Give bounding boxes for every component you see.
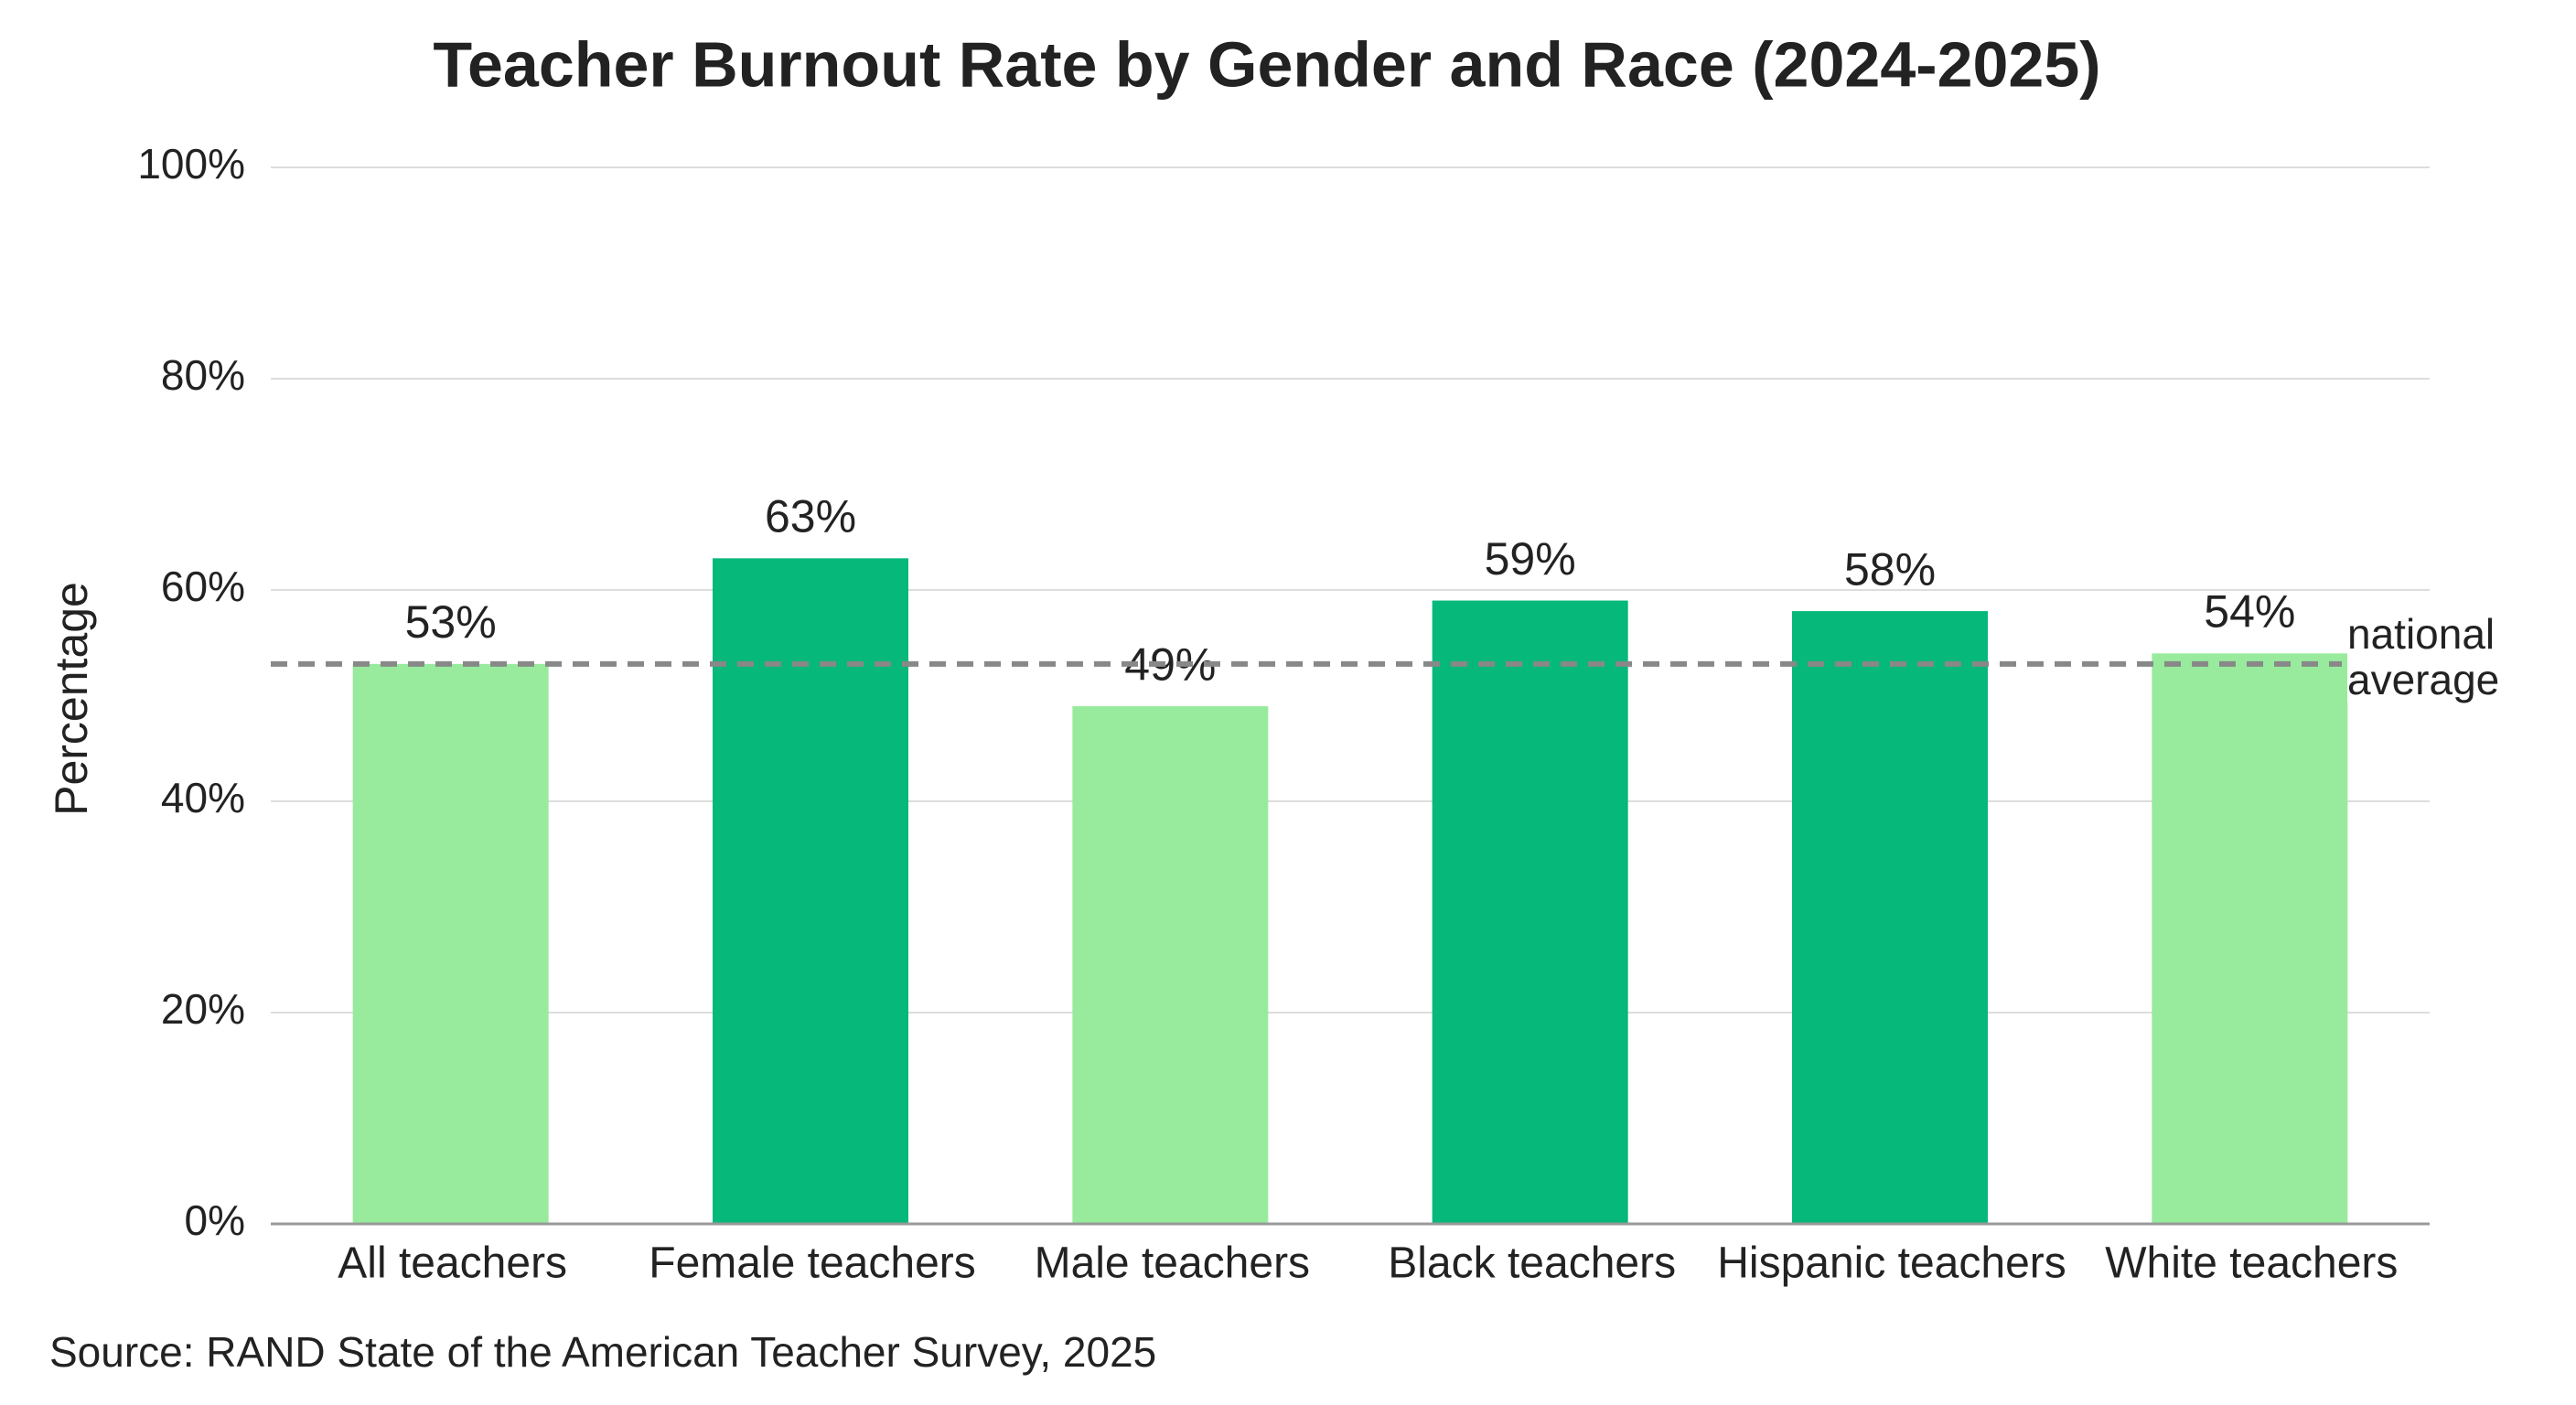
value-label: 58%: [1844, 543, 1936, 595]
value-label: 59%: [1485, 533, 1576, 585]
chart-title: Teacher Burnout Rate by Gender and Race …: [433, 28, 2100, 100]
y-tick-label: 60%: [161, 563, 245, 610]
y-tick-label: 80%: [161, 351, 245, 399]
y-tick-label: 100%: [137, 140, 245, 188]
x-tick-label: Male teachers: [1035, 1239, 1310, 1288]
bar: [2152, 653, 2348, 1224]
bar: [1792, 611, 1988, 1224]
bar: [1432, 600, 1628, 1224]
bar: [1072, 706, 1269, 1224]
value-label: 53%: [405, 596, 497, 648]
y-tick-label: 40%: [161, 774, 245, 821]
y-axis-label: Percentage: [46, 582, 97, 816]
bar: [713, 558, 908, 1224]
x-tick-label: All teachers: [338, 1239, 567, 1288]
value-label: 54%: [2204, 586, 2295, 638]
x-tick-label: Black teachers: [1388, 1239, 1676, 1288]
x-tick-label: Female teachers: [649, 1239, 976, 1288]
reference-label: national average: [2347, 611, 2530, 702]
bar: [352, 663, 549, 1224]
y-tick-label: 20%: [161, 985, 245, 1033]
value-label: 63%: [765, 491, 856, 542]
source: Source: RAND State of the American Teach…: [49, 1328, 1156, 1376]
x-tick-label: White teachers: [2105, 1239, 2398, 1288]
x-tick-label: Hispanic teachers: [1717, 1239, 2066, 1288]
value-label: 49%: [1124, 638, 1216, 690]
y-tick-label: 0%: [185, 1196, 245, 1244]
